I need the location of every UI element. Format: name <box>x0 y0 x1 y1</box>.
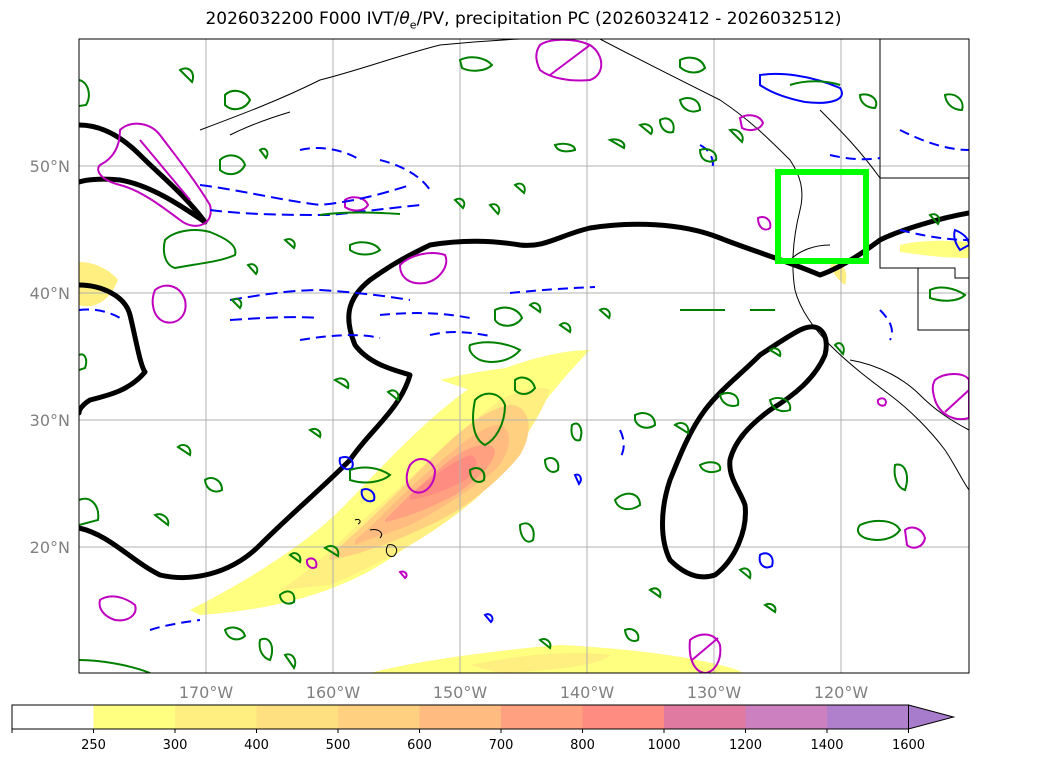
map-plot-area <box>79 39 969 673</box>
colorbar-label: 1400 <box>810 738 843 753</box>
lon-label-160w: 160°W <box>306 683 361 702</box>
colorbar-extend-arrow <box>908 704 956 730</box>
colorbar-label: 1000 <box>647 738 680 753</box>
colorbar-segment <box>664 705 746 729</box>
colorbar-label: 800 <box>570 738 595 753</box>
colorbar-segment <box>338 705 420 729</box>
colorbar-segment <box>175 705 257 729</box>
lon-label-140w: 140°W <box>560 683 615 702</box>
lat-label-40: 40°N <box>30 284 70 303</box>
colorbar-segment <box>745 705 828 729</box>
lon-label-150w: 150°W <box>433 683 488 702</box>
colorbar-segment <box>419 705 502 729</box>
map-title: 2026032200 F000 IVT/θe/PV, precipitation… <box>205 9 842 32</box>
colorbar-label: 500 <box>326 738 351 753</box>
map-frame <box>78 38 970 674</box>
colorbar-segment <box>501 705 583 729</box>
colorbar-segment <box>93 705 176 729</box>
colorbar-segments <box>11 704 909 730</box>
ivt-shading <box>79 240 969 673</box>
lon-label-120w: 120°W <box>814 683 869 702</box>
graticule <box>79 39 969 673</box>
colorbar-label: 400 <box>244 738 269 753</box>
colorbar-segment <box>12 705 94 729</box>
colorbar-labels: 250 300 400 500 600 700 800 1000 1200 1400 1600 <box>81 738 925 753</box>
lon-labels: 170°W 160°W 150°W 140°W 130°W 120°W <box>179 683 869 702</box>
colorbar-label: 600 <box>407 738 432 753</box>
highlight-box <box>775 169 869 264</box>
colorbar-segment <box>582 705 665 729</box>
colorbar-label: 250 <box>81 738 106 753</box>
colorbar-label: 1200 <box>729 738 762 753</box>
magenta-contours <box>97 39 969 673</box>
blue-contours <box>79 72 969 631</box>
colorbar-ticks <box>11 729 909 733</box>
colorbar-segment <box>827 705 909 729</box>
lat-label-30: 30°N <box>30 411 70 430</box>
colorbar-segment <box>256 705 339 729</box>
green-contours <box>79 56 967 673</box>
lat-label-50: 50°N <box>30 157 70 176</box>
lon-label-170w: 170°W <box>179 683 234 702</box>
colorbar-label: 1600 <box>892 738 925 753</box>
lat-label-20: 20°N <box>30 538 70 557</box>
colorbar-label: 300 <box>163 738 188 753</box>
colorbar: 250 300 400 500 600 700 800 1000 1200 1400 1600 <box>11 704 956 753</box>
lon-label-130w: 130°W <box>687 683 742 702</box>
lat-labels: 50°N 40°N 30°N 20°N <box>30 157 70 557</box>
colorbar-label: 700 <box>489 738 514 753</box>
